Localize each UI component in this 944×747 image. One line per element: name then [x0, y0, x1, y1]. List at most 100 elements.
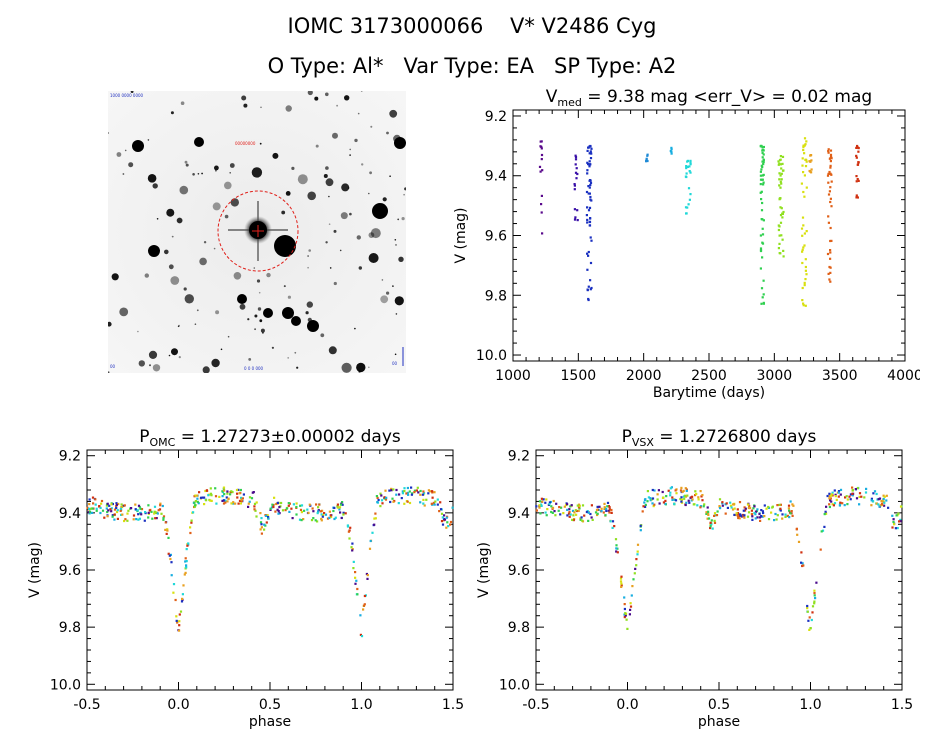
data-point	[376, 496, 379, 499]
field-star	[347, 187, 350, 189]
data-point	[119, 509, 122, 512]
data-point	[762, 511, 765, 515]
data-point	[589, 288, 592, 291]
data-point	[683, 497, 686, 500]
data-point	[385, 496, 388, 499]
data-point	[405, 492, 408, 495]
data-point	[298, 518, 302, 521]
data-point	[225, 496, 228, 499]
data-point	[115, 502, 118, 505]
data-point	[669, 487, 672, 490]
data-point	[608, 511, 611, 514]
data-point	[355, 579, 358, 582]
data-point	[829, 280, 832, 283]
data-point	[591, 518, 594, 521]
data-point	[590, 286, 593, 290]
data-point	[193, 505, 196, 508]
data-point	[388, 489, 391, 492]
chart-title: Vmed = 9.38 mag <err_V> = 0.02 mag	[546, 87, 872, 109]
data-point	[776, 514, 779, 517]
data-point	[440, 512, 444, 515]
field-star	[185, 163, 189, 167]
data-point	[408, 501, 412, 505]
data-point	[759, 519, 762, 522]
data-point	[223, 493, 226, 496]
data-point	[779, 206, 782, 209]
data-point	[613, 525, 616, 528]
field-star	[389, 109, 398, 118]
data-point	[586, 169, 589, 172]
data-point	[700, 495, 703, 498]
data-point	[680, 498, 683, 501]
data-point	[240, 498, 243, 501]
field-star	[201, 172, 203, 175]
data-point	[653, 489, 656, 492]
data-point	[827, 215, 830, 218]
y-tick-label: 9.6	[485, 229, 507, 245]
data-point	[897, 512, 900, 515]
data-point	[126, 512, 129, 515]
y-tick-label: 9.8	[485, 288, 507, 304]
data-point	[779, 221, 783, 224]
data-point	[706, 517, 709, 520]
data-point	[550, 505, 553, 508]
data-point	[89, 507, 92, 510]
field-star	[241, 95, 247, 101]
data-point	[232, 502, 235, 505]
data-point	[154, 511, 158, 514]
data-point	[583, 514, 586, 517]
x-tick-label: 1000	[495, 368, 531, 384]
data-point	[814, 597, 817, 600]
data-point	[851, 489, 854, 492]
data-point	[605, 509, 608, 512]
data-point	[713, 519, 716, 522]
field-star	[357, 112, 360, 115]
data-point	[606, 501, 610, 504]
data-point	[111, 502, 114, 506]
data-point	[214, 487, 217, 490]
data-point	[116, 517, 119, 520]
data-point	[122, 504, 125, 507]
field-star	[194, 323, 197, 325]
data-point	[147, 504, 150, 507]
data-point	[856, 144, 859, 148]
data-point	[623, 613, 626, 616]
data-point	[857, 179, 860, 182]
data-point	[567, 512, 571, 515]
data-point	[190, 519, 193, 522]
data-point	[849, 493, 852, 496]
data-point	[759, 249, 763, 253]
data-point	[801, 164, 804, 167]
data-point	[570, 504, 573, 507]
data-point	[111, 514, 114, 517]
field-star	[341, 183, 350, 192]
data-point	[770, 511, 773, 514]
data-point	[830, 239, 833, 242]
data-point	[88, 512, 91, 515]
field-star	[349, 148, 351, 151]
data-point	[804, 269, 807, 272]
data-point	[709, 521, 712, 524]
data-point	[829, 497, 832, 500]
field-star	[386, 131, 389, 135]
data-point	[829, 271, 832, 274]
data-point	[653, 503, 656, 506]
data-point	[579, 517, 582, 520]
data-point	[410, 493, 413, 496]
field-star	[395, 244, 397, 246]
data-point	[589, 217, 592, 220]
data-point	[189, 531, 192, 535]
field-star	[333, 281, 337, 286]
data-point	[670, 148, 673, 151]
data-point	[300, 511, 303, 514]
data-point	[682, 489, 685, 492]
data-point	[656, 498, 659, 501]
data-point	[694, 490, 697, 493]
data-point	[535, 509, 538, 512]
data-point	[237, 488, 240, 491]
data-point	[115, 506, 118, 509]
field-star	[108, 321, 112, 327]
data-point	[338, 508, 341, 511]
data-point	[707, 517, 711, 520]
data-point	[397, 502, 400, 505]
